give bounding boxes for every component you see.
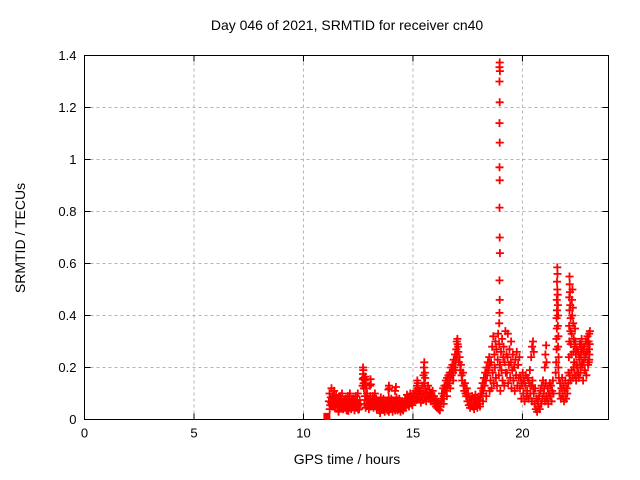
data-points-srmtid xyxy=(324,58,594,417)
x-tick-label: 20 xyxy=(515,426,529,441)
chart-title: Day 046 of 2021, SRMTID for receiver cn4… xyxy=(210,17,484,33)
tick-labels: 0 5 10 15 20 0 0.2 0.4 0.6 0.8 1 1.2 1.4 xyxy=(58,48,529,441)
x-axis-label: GPS time / hours xyxy=(293,451,401,467)
x-tick-label: 0 xyxy=(81,426,88,441)
x-tick-label: 15 xyxy=(406,426,420,441)
grid-lines xyxy=(84,55,609,420)
x-tick-label: 5 xyxy=(190,426,197,441)
tick-marks xyxy=(84,55,609,420)
y-tick-label: 0 xyxy=(69,412,76,427)
y-tick-label: 0.4 xyxy=(58,308,76,323)
y-tick-label: 0.6 xyxy=(58,256,76,271)
y-tick-label: 0.2 xyxy=(58,360,76,375)
y-tick-label: 1.4 xyxy=(58,48,76,63)
x-tick-label: 10 xyxy=(296,426,310,441)
y-tick-label: 1.2 xyxy=(58,100,76,115)
y-axis-label: SRMTID / TECUs xyxy=(12,182,28,294)
data-point-first-epoch-marker xyxy=(323,412,331,420)
plot-border xyxy=(84,55,609,420)
y-tick-label: 0.8 xyxy=(58,204,76,219)
y-tick-label: 1 xyxy=(69,152,76,167)
